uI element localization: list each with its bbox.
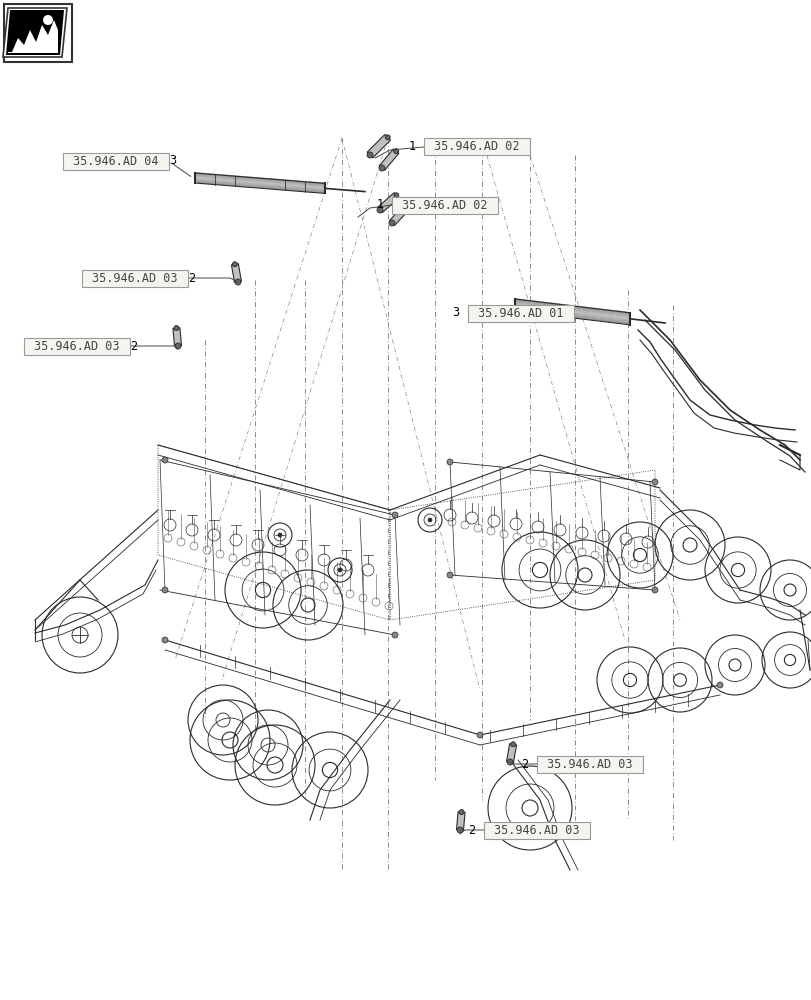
Circle shape	[388, 220, 394, 226]
Bar	[4, 4, 72, 62]
Text: 1: 1	[376, 198, 383, 212]
Text: 2: 2	[468, 824, 475, 836]
Circle shape	[402, 206, 408, 211]
Polygon shape	[456, 812, 465, 830]
FancyBboxPatch shape	[536, 756, 642, 773]
Text: 3: 3	[169, 154, 176, 167]
Circle shape	[234, 279, 241, 285]
Circle shape	[651, 479, 657, 485]
Circle shape	[376, 207, 383, 213]
FancyBboxPatch shape	[467, 305, 573, 322]
Text: 35.946.AD 03: 35.946.AD 03	[92, 272, 178, 285]
Polygon shape	[379, 149, 398, 170]
Text: 35.946.AD 03: 35.946.AD 03	[494, 824, 579, 837]
Circle shape	[716, 682, 722, 688]
Circle shape	[458, 810, 464, 815]
Circle shape	[232, 262, 237, 267]
Text: 35.946.AD 04: 35.946.AD 04	[73, 155, 159, 168]
Circle shape	[446, 572, 453, 578]
Text: 35.946.AD 01: 35.946.AD 01	[478, 307, 563, 320]
Circle shape	[392, 512, 397, 518]
Polygon shape	[506, 744, 516, 763]
Text: 3: 3	[452, 306, 459, 320]
Circle shape	[393, 149, 398, 154]
Polygon shape	[6, 10, 64, 55]
FancyBboxPatch shape	[82, 270, 188, 287]
Text: 35.946.AD 02: 35.946.AD 02	[434, 140, 519, 153]
Text: 2: 2	[131, 340, 137, 353]
Circle shape	[162, 457, 168, 463]
Circle shape	[393, 193, 398, 198]
FancyBboxPatch shape	[63, 153, 169, 170]
Circle shape	[446, 459, 453, 465]
Polygon shape	[389, 206, 408, 225]
Circle shape	[392, 632, 397, 638]
Text: 1: 1	[408, 139, 415, 152]
Polygon shape	[173, 328, 182, 346]
Circle shape	[367, 152, 372, 158]
Circle shape	[277, 533, 281, 537]
Circle shape	[175, 343, 181, 349]
Text: 35.946.AD 03: 35.946.AD 03	[547, 758, 632, 771]
Text: 2: 2	[521, 758, 528, 770]
Text: 2: 2	[188, 271, 195, 284]
Polygon shape	[3, 8, 67, 57]
FancyBboxPatch shape	[483, 822, 590, 839]
Circle shape	[162, 637, 168, 643]
FancyBboxPatch shape	[392, 197, 497, 214]
Circle shape	[174, 326, 178, 331]
Polygon shape	[367, 134, 390, 158]
Circle shape	[510, 742, 515, 747]
Text: 35.946.AD 02: 35.946.AD 02	[401, 199, 487, 212]
Polygon shape	[231, 264, 241, 283]
Circle shape	[457, 827, 462, 833]
FancyBboxPatch shape	[24, 338, 130, 355]
Circle shape	[162, 587, 168, 593]
Text: 35.946.AD 03: 35.946.AD 03	[34, 340, 119, 353]
Circle shape	[651, 587, 657, 593]
Circle shape	[476, 732, 483, 738]
Circle shape	[506, 759, 513, 765]
Polygon shape	[377, 193, 398, 213]
Circle shape	[379, 165, 384, 171]
Circle shape	[43, 15, 53, 25]
Polygon shape	[8, 20, 58, 53]
Circle shape	[384, 135, 390, 140]
Circle shape	[337, 568, 341, 572]
FancyBboxPatch shape	[423, 138, 530, 155]
Circle shape	[427, 518, 431, 522]
